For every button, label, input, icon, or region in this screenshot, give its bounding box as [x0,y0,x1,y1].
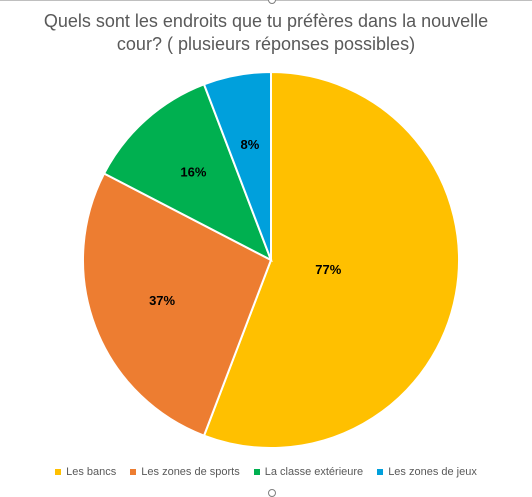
legend-item-les-bancs: Les bancs [55,466,116,478]
legend-swatch [130,469,137,475]
legend-swatch [377,469,384,475]
data-label-classe-exterieure: 16% [180,164,206,179]
chart-border [0,0,532,1]
pie-slice-classe-exterieure[interactable] [102,83,273,263]
chart-legend: Les bancs Les zones de sports La classe ex… [0,466,532,478]
pie-chart: 77% 37% 16% 8% [82,70,461,449]
legend-label: Les bancs [66,466,117,478]
legend-label: La classe extérieure [264,466,364,478]
data-label-zones-de-jeux: 8% [240,137,259,152]
pie-slice-zones-de-sports[interactable] [82,172,273,437]
chart-title: Quels sont les endroits que tu préfères … [43,11,489,54]
data-label-les-bancs: 77% [315,262,341,277]
legend-label: Les zones de jeux [388,466,477,478]
legend-label: Les zones de sports [141,466,240,478]
legend-swatch [55,469,62,475]
legend-item-zones-de-sports: Les zones de sports [130,466,240,478]
legend-item-classe-exterieure: La classe extérieure [253,466,364,478]
pie-slice-zones-de-jeux[interactable] [202,70,272,261]
pie-slice-les-bancs[interactable] [202,70,461,449]
legend-swatch [253,469,260,475]
resize-handle-bottom[interactable] [268,489,276,497]
data-label-zones-de-sports: 37% [149,293,175,308]
legend-item-zones-de-jeux: Les zones de jeux [377,466,477,478]
